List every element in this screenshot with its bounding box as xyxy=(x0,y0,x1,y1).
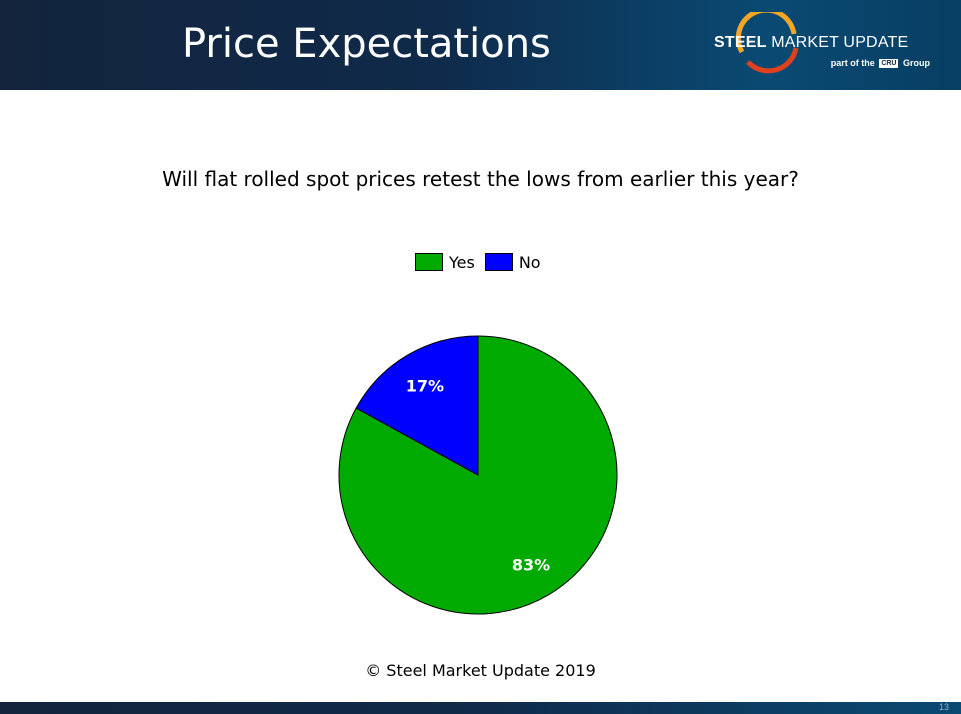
copyright-text: © Steel Market Update 2019 xyxy=(365,661,596,680)
logo-sub-suffix: Group xyxy=(903,58,930,68)
logo-text: STEEL MARKET UPDATE xyxy=(714,34,908,52)
logo-brand-bold: STEEL xyxy=(714,34,767,51)
legend-item-yes: Yes xyxy=(415,253,475,272)
slide-number: 13 xyxy=(938,702,949,712)
legend-item-no: No xyxy=(484,252,541,272)
chart-legend: Yes No xyxy=(415,251,551,273)
data-label-yes: 83% xyxy=(512,556,550,575)
slide-title: Price Expectations xyxy=(182,21,551,67)
footer-bar: 13 xyxy=(0,702,961,714)
logo-subtitle: part of the CRU Group xyxy=(830,58,930,69)
chart-title: Will flat rolled spot prices retest the … xyxy=(162,167,799,191)
pie-slice-yes xyxy=(338,335,618,615)
steel-market-update-logo: STEEL MARKET UPDATE part of the CRU Grou… xyxy=(712,10,942,80)
legend-swatch xyxy=(415,253,443,271)
logo-arc-icon xyxy=(735,12,799,74)
legend-label: No xyxy=(518,252,541,272)
legend-swatch xyxy=(484,253,513,271)
logo-sub-prefix: part of the xyxy=(830,58,875,68)
cru-badge: CRU xyxy=(879,59,899,69)
logo-brand-rest: MARKET UPDATE xyxy=(766,34,909,51)
data-label-no: 17% xyxy=(406,376,444,395)
legend-label: Yes xyxy=(449,252,475,272)
slide-header: Price Expectations STEEL MARKET UPDATE p… xyxy=(0,0,961,90)
pie-slice-no xyxy=(355,335,479,476)
